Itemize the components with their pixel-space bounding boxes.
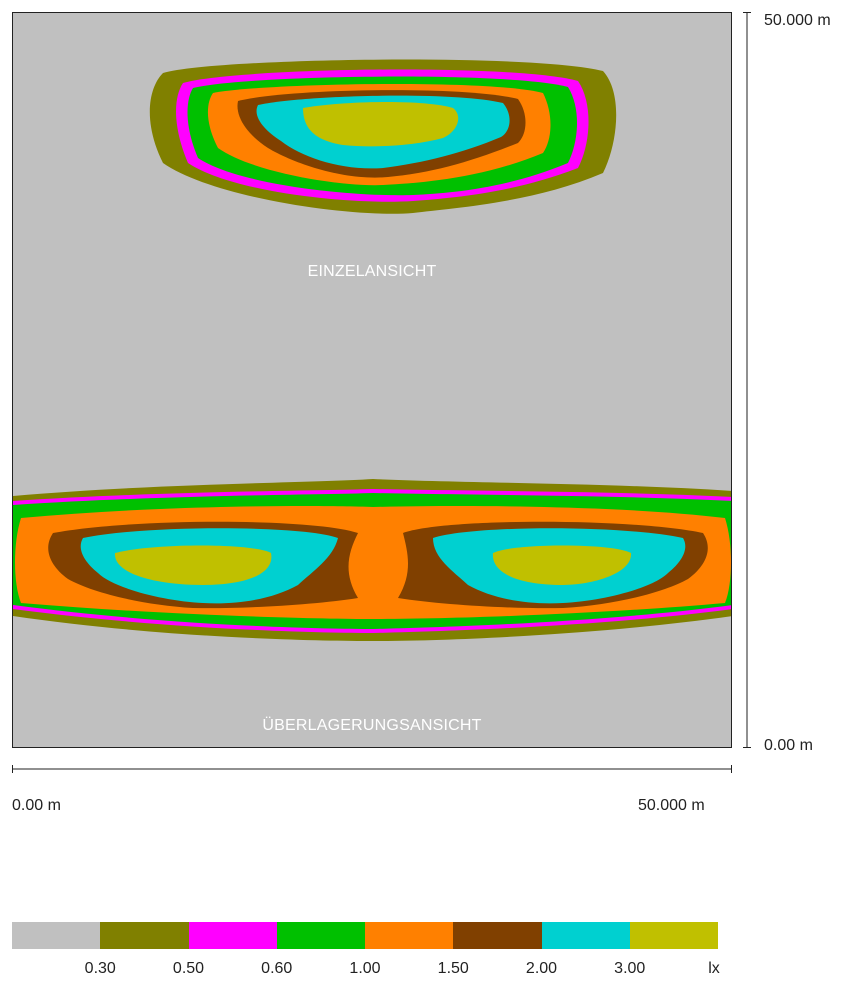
vertical-scale-bar [740, 12, 754, 750]
legend-swatch [100, 922, 188, 949]
legend-swatch [12, 922, 100, 949]
legend-value-label: 0.30 [85, 960, 116, 978]
contour-yellow [303, 102, 458, 146]
horizontal-scale-bar [12, 762, 734, 776]
single-view-contours [150, 59, 616, 213]
single-view-label: EINZELANSICHT [13, 263, 731, 281]
legend-swatch [277, 922, 365, 949]
legend-value-label: 3.00 [614, 960, 645, 978]
legend-value-label: 0.50 [173, 960, 204, 978]
legend-swatch [189, 922, 277, 949]
legend-swatch [630, 922, 718, 949]
legend-unit-label: lx [708, 960, 720, 978]
legend-swatch [365, 922, 453, 949]
legend-swatch [453, 922, 541, 949]
x-scale-right-label: 50.000 m [638, 797, 705, 815]
illuminance-legend [12, 922, 718, 949]
legend-value-label: 1.50 [438, 960, 469, 978]
illuminance-plot-area: EINZELANSICHT ÜBERLAGERUNGSANSICHT [12, 12, 732, 748]
overlay-view-label: ÜBERLAGERUNGSANSICHT [13, 717, 731, 735]
legend-swatch [542, 922, 630, 949]
y-scale-top-label: 50.000 m [764, 12, 831, 30]
isolux-contours [13, 13, 732, 748]
legend-value-label: 1.00 [349, 960, 380, 978]
legend-value-label: 2.00 [526, 960, 557, 978]
legend-value-label: 0.60 [261, 960, 292, 978]
overlay-view-contours [13, 479, 732, 641]
x-scale-left-label: 0.00 m [12, 797, 61, 815]
y-scale-bottom-label: 0.00 m [764, 737, 813, 755]
